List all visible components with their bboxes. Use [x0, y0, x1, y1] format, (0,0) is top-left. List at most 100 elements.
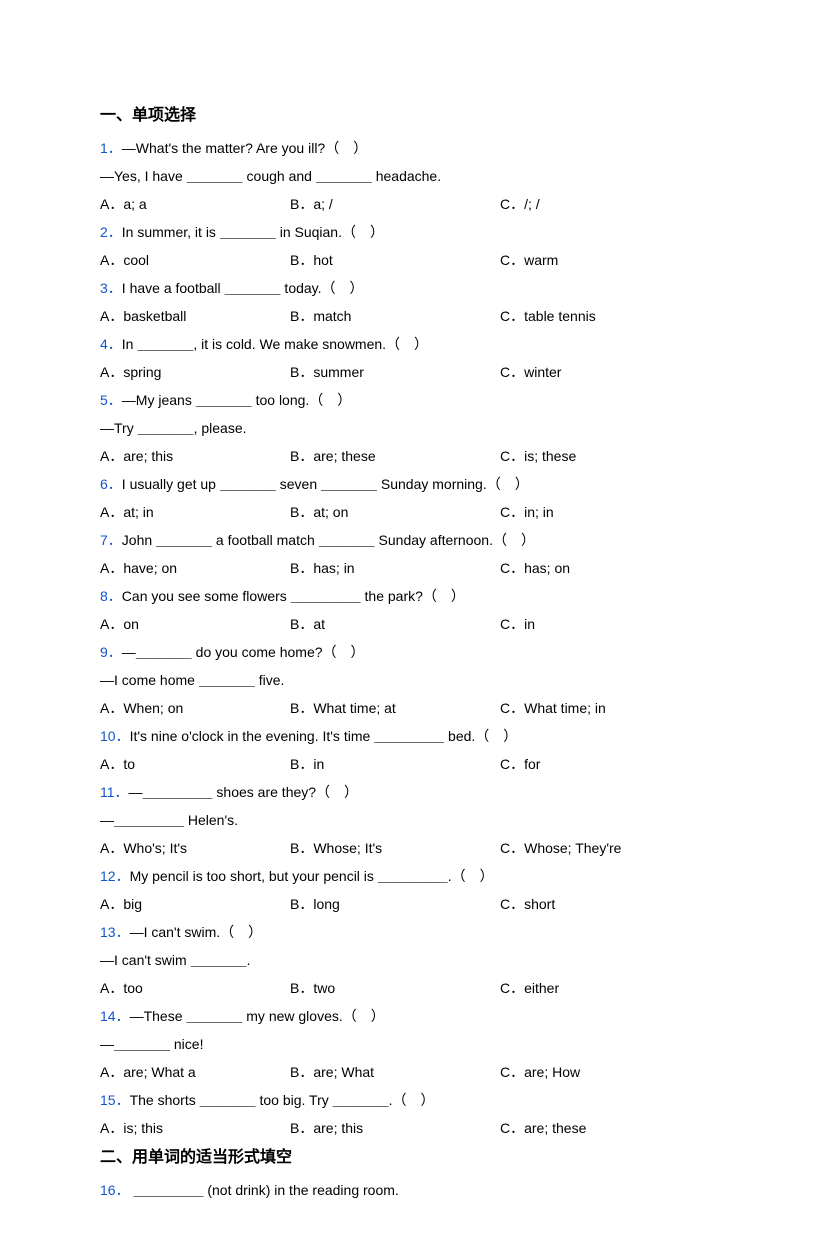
option-c[interactable]: C．has; on — [500, 554, 570, 582]
question-text: —Yes, I have ＿＿＿＿ cough and ＿＿＿＿ headach… — [100, 168, 441, 184]
question-text: —Try ＿＿＿＿, please. — [100, 420, 247, 436]
question-number: 7． — [100, 532, 122, 548]
question-text: —My jeans ＿＿＿＿ too long.（ ） — [122, 392, 352, 408]
question-text: —I come home ＿＿＿＿ five. — [100, 672, 284, 688]
options-row: A．have; onB．has; inC．has; on — [100, 554, 726, 582]
question-15: 15．The shorts ＿＿＿＿ too big. Try ＿＿＿＿.（ ）… — [100, 1086, 726, 1142]
option-b[interactable]: B．has; in — [290, 554, 500, 582]
question-text: ＿＿＿＿＿ (not drink) in the reading room. — [133, 1182, 398, 1198]
options-row: A．are; What aB．are; WhatC．are; How — [100, 1058, 726, 1086]
question-number: 1． — [100, 140, 122, 156]
option-a[interactable]: A．to — [100, 750, 290, 778]
question-line: 1．—What's the matter? Are you ill?（ ） — [100, 134, 726, 162]
option-b[interactable]: B．Whose; It's — [290, 834, 500, 862]
option-c[interactable]: C．What time; in — [500, 694, 606, 722]
question-number: 16． — [100, 1182, 130, 1198]
option-c[interactable]: C．is; these — [500, 442, 576, 470]
option-b[interactable]: B．in — [290, 750, 500, 778]
option-b[interactable]: B．hot — [290, 246, 500, 274]
option-b[interactable]: B．long — [290, 890, 500, 918]
option-a[interactable]: A．is; this — [100, 1114, 290, 1142]
option-b[interactable]: B．are; these — [290, 442, 500, 470]
option-c[interactable]: C．are; these — [500, 1114, 586, 1142]
question-number: 13． — [100, 924, 130, 940]
question-number: 4． — [100, 336, 122, 352]
question-number: 8． — [100, 588, 122, 604]
question-number: 3． — [100, 280, 122, 296]
option-c[interactable]: C．short — [500, 890, 555, 918]
page: 一、单项选择 1．—What's the matter? Are you ill… — [0, 0, 826, 1244]
option-b[interactable]: B．What time; at — [290, 694, 500, 722]
option-c[interactable]: C．winter — [500, 358, 561, 386]
question-line: 3．I have a football ＿＿＿＿ today.（ ） — [100, 274, 726, 302]
question-12: 12．My pencil is too short, but your penc… — [100, 862, 726, 918]
options-row: A．a; aB．a; /C．/; / — [100, 190, 726, 218]
option-a[interactable]: A．have; on — [100, 554, 290, 582]
option-c[interactable]: C．either — [500, 974, 559, 1002]
question-number: 9． — [100, 644, 122, 660]
option-b[interactable]: B．are; this — [290, 1114, 500, 1142]
question-text: My pencil is too short, but your pencil … — [130, 868, 494, 884]
option-c[interactable]: C．in — [500, 610, 535, 638]
option-b[interactable]: B．two — [290, 974, 500, 1002]
option-c[interactable]: C．table tennis — [500, 302, 596, 330]
option-b[interactable]: B．are; What — [290, 1058, 500, 1086]
question-line: 15．The shorts ＿＿＿＿ too big. Try ＿＿＿＿.（ ） — [100, 1086, 726, 1114]
question-11: 11．—＿＿＿＿＿ shoes are they?（ ） —＿＿＿＿＿ Helen… — [100, 778, 726, 862]
question-text: —＿＿＿＿ do you come home?（ ） — [122, 644, 365, 660]
option-a[interactable]: A．spring — [100, 358, 290, 386]
option-c[interactable]: C．warm — [500, 246, 558, 274]
option-a[interactable]: A．at; in — [100, 498, 290, 526]
option-c[interactable]: C．/; / — [500, 190, 540, 218]
option-a[interactable]: A．basketball — [100, 302, 290, 330]
option-a[interactable]: A．a; a — [100, 190, 290, 218]
question-number: 6． — [100, 476, 122, 492]
question-line: 12．My pencil is too short, but your penc… — [100, 862, 726, 890]
question-line: 4．In ＿＿＿＿, it is cold. We make snowmen.（… — [100, 330, 726, 358]
options-row: A．When; onB．What time; atC．What time; in — [100, 694, 726, 722]
question-text: Can you see some flowers ＿＿＿＿＿ the park?… — [122, 588, 465, 604]
option-c[interactable]: C．are; How — [500, 1058, 580, 1086]
question-line: —I come home ＿＿＿＿ five. — [100, 666, 726, 694]
option-b[interactable]: B．at — [290, 610, 500, 638]
section-1-title: 一、单项选择 — [100, 100, 726, 132]
option-b[interactable]: B．at; on — [290, 498, 500, 526]
option-a[interactable]: A．big — [100, 890, 290, 918]
question-line: 11．—＿＿＿＿＿ shoes are they?（ ） — [100, 778, 726, 806]
question-text: I usually get up ＿＿＿＿ seven ＿＿＿＿ Sunday … — [122, 476, 529, 492]
option-c[interactable]: C．for — [500, 750, 540, 778]
option-b[interactable]: B．summer — [290, 358, 500, 386]
question-3: 3．I have a football ＿＿＿＿ today.（ ）A．bask… — [100, 274, 726, 330]
questions-container: 1．—What's the matter? Are you ill?（ ） —Ye… — [100, 134, 726, 1142]
option-a[interactable]: A．Who's; It's — [100, 834, 290, 862]
question-1: 1．—What's the matter? Are you ill?（ ） —Ye… — [100, 134, 726, 218]
question-number: 2． — [100, 224, 122, 240]
question-number: 10． — [100, 728, 130, 744]
option-a[interactable]: A．are; What a — [100, 1058, 290, 1086]
option-b[interactable]: B．a; / — [290, 190, 500, 218]
question-number: 5． — [100, 392, 122, 408]
question-number: 14． — [100, 1008, 130, 1024]
question-text: In summer, it is ＿＿＿＿ in Suqian.（ ） — [122, 224, 384, 240]
question-line: 13．—I can't swim.（ ） — [100, 918, 726, 946]
question-16: 16． ＿＿＿＿＿ (not drink) in the reading roo… — [100, 1176, 726, 1204]
question-line: —I can't swim ＿＿＿＿. — [100, 946, 726, 974]
option-a[interactable]: A．are; this — [100, 442, 290, 470]
option-a[interactable]: A．cool — [100, 246, 290, 274]
question-line: 5．—My jeans ＿＿＿＿ too long.（ ） — [100, 386, 726, 414]
question-line: —Try ＿＿＿＿, please. — [100, 414, 726, 442]
question-2: 2．In summer, it is ＿＿＿＿ in Suqian.（ ） A．c… — [100, 218, 726, 274]
option-a[interactable]: A．too — [100, 974, 290, 1002]
option-c[interactable]: C．Whose; They're — [500, 834, 621, 862]
option-c[interactable]: C．in; in — [500, 498, 554, 526]
option-a[interactable]: A．on — [100, 610, 290, 638]
option-a[interactable]: A．When; on — [100, 694, 290, 722]
question-text: It's nine o'clock in the evening. It's t… — [130, 728, 518, 744]
options-row: A．basketballB．matchC．table tennis — [100, 302, 726, 330]
question-text: —＿＿＿＿＿ Helen's. — [100, 812, 238, 828]
options-row: A．coolB．hotC．warm — [100, 246, 726, 274]
options-row: A．bigB．longC．short — [100, 890, 726, 918]
question-line: 6．I usually get up ＿＿＿＿ seven ＿＿＿＿ Sunda… — [100, 470, 726, 498]
question-line: —＿＿＿＿ nice! — [100, 1030, 726, 1058]
option-b[interactable]: B．match — [290, 302, 500, 330]
